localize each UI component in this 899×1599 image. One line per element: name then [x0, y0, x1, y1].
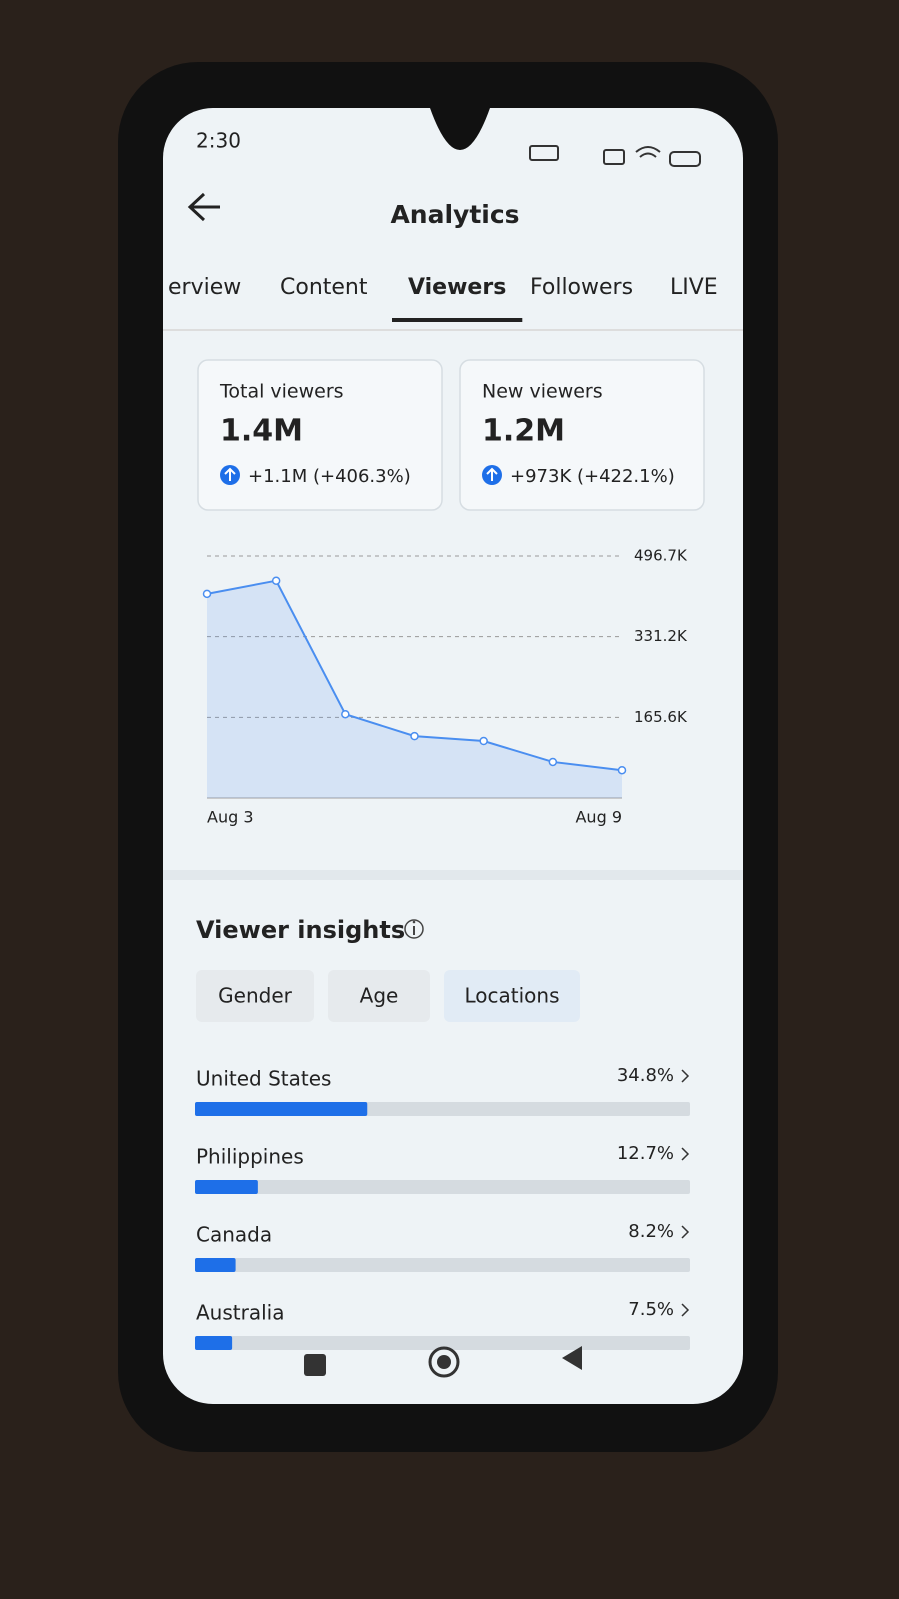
point	[410, 731, 419, 741]
header-title: Analytics	[390, 200, 519, 229]
tab[interactable]: erview	[168, 275, 241, 300]
tab[interactable]: LIVE	[670, 275, 718, 300]
nav-recents[interactable]	[304, 1354, 326, 1376]
tab[interactable]: Followers	[530, 275, 633, 300]
location-percent: 34.8%	[617, 1065, 674, 1086]
insights-title: Viewer insights	[196, 916, 405, 944]
card-label: New viewers	[482, 381, 603, 403]
status-icons	[529, 145, 701, 167]
card-value: 1.2M	[482, 414, 565, 449]
x-tick-label: Aug 9	[575, 808, 622, 827]
filter-label: Gender	[218, 984, 292, 1008]
card-change: +973K (+422.1%)	[510, 466, 675, 487]
filter-label: Locations	[464, 984, 559, 1008]
chevron[interactable]	[681, 1303, 690, 1317]
screen: 2:30 Analytics erview Content Viewers Follo…	[163, 108, 743, 1404]
nav-bar	[304, 1346, 582, 1378]
info-icon[interactable]	[404, 919, 424, 939]
bar-track	[195, 1258, 690, 1272]
y-tick-label: 165.6K	[634, 708, 688, 726]
location-name: Philippines	[196, 1145, 304, 1169]
point	[617, 765, 627, 775]
area	[207, 580, 622, 798]
section-gap	[163, 870, 743, 880]
location-name: Australia	[196, 1301, 284, 1325]
chevron[interactable]	[681, 1069, 690, 1083]
bar-track	[195, 1180, 690, 1194]
chevron[interactable]	[681, 1147, 690, 1161]
location-percent: 7.5%	[628, 1299, 674, 1320]
notch	[430, 108, 490, 150]
bar	[195, 1336, 233, 1350]
tab[interactable]: Viewers	[408, 275, 506, 300]
stat-card	[459, 359, 705, 511]
tab-indicator	[392, 318, 523, 322]
point	[202, 589, 212, 599]
filter-chip[interactable]	[444, 970, 580, 1022]
location-percent: 12.7%	[617, 1143, 674, 1164]
point	[271, 576, 281, 585]
nav-home[interactable]	[428, 1346, 460, 1378]
bar	[195, 1102, 368, 1116]
nav-home-dot	[437, 1355, 451, 1369]
point	[548, 757, 558, 767]
point	[341, 709, 350, 719]
location-percent: 8.2%	[628, 1221, 674, 1242]
status-time: 2:30	[196, 129, 241, 153]
tab[interactable]: Content	[280, 275, 368, 300]
up-arrow	[486, 467, 498, 481]
x-tick-label: Aug 3	[207, 808, 254, 827]
point	[479, 736, 488, 746]
bar-track	[195, 1336, 690, 1350]
nav-back[interactable]	[562, 1346, 582, 1370]
card-value: 1.4M	[220, 414, 303, 449]
stat-card	[197, 359, 443, 511]
location-name: Canada	[196, 1223, 272, 1247]
filter-chip[interactable]	[328, 970, 430, 1022]
bar	[195, 1180, 258, 1194]
card-change: +1.1M (+406.3%)	[248, 466, 411, 487]
back-button[interactable]	[187, 192, 220, 222]
location-name: United States	[196, 1067, 331, 1091]
bar	[195, 1258, 236, 1272]
filter-chip[interactable]	[196, 970, 314, 1022]
card-label: Total viewers	[219, 381, 344, 403]
y-tick-label: 331.2K	[634, 627, 688, 645]
y-tick-label: 496.7K	[634, 547, 688, 565]
up-arrow	[224, 467, 236, 481]
chevron[interactable]	[681, 1225, 690, 1239]
filter-label: Age	[360, 984, 399, 1008]
